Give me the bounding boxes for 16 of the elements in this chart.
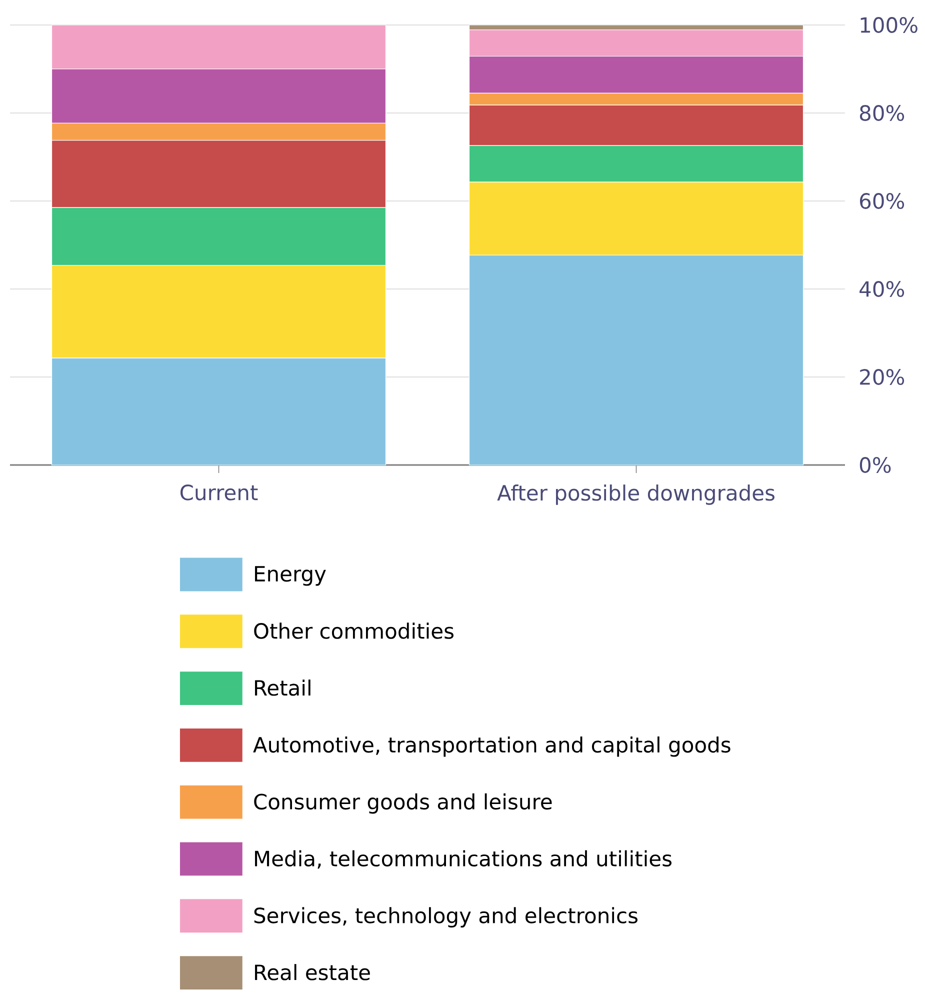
legend-label: Consumer goods and leisure (254, 793, 552, 814)
y-tick-label: 0% (860, 457, 891, 473)
legend-label: Media, telecommunications and utilities (255, 850, 672, 869)
y-tick-label: 60% (860, 193, 904, 209)
legend-label: Services, technology and electronics (254, 907, 638, 928)
x-tick-label: Current (180, 484, 258, 500)
y-tick-label: 40% (860, 281, 904, 297)
legend-label: Automotive, transportation and capital goods (253, 736, 730, 757)
y-tick-label: 100% (860, 17, 918, 33)
legend-label: Energy (255, 566, 326, 586)
y-tick-label: 20% (860, 369, 904, 385)
legend-label: Real estate (255, 964, 370, 980)
legend-label: Retail (255, 680, 310, 696)
x-tick-label: After possible downgrades (497, 484, 774, 505)
y-tick-label: 80% (860, 105, 904, 121)
legend-label: Other commodities (254, 622, 454, 639)
